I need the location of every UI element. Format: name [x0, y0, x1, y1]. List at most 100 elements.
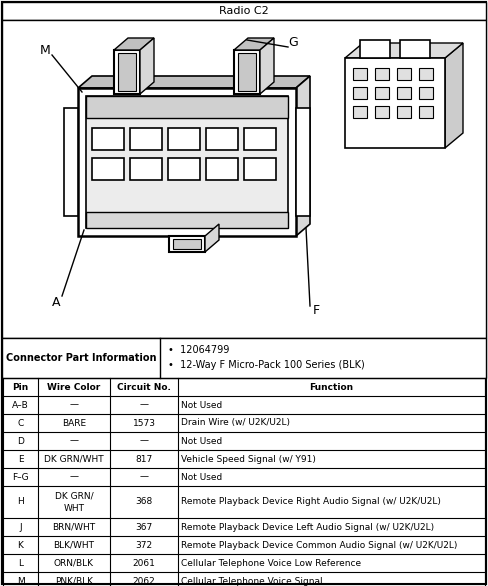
Bar [168, 158, 200, 180]
Text: J: J [19, 523, 22, 532]
Text: L: L [18, 558, 23, 567]
Text: Remote Playback Device Left Audio Signal (w/ U2K/U2L): Remote Playback Device Left Audio Signal… [181, 523, 434, 532]
Polygon shape [296, 76, 310, 236]
Text: 368: 368 [135, 498, 153, 506]
Polygon shape [345, 43, 463, 58]
Bar [2, 2, 486, 20]
Text: K: K [18, 540, 23, 550]
Text: ORN/BLK: ORN/BLK [54, 558, 94, 567]
Text: Circuit No.: Circuit No. [117, 383, 171, 391]
Bar [419, 68, 433, 80]
Text: Vehicle Speed Signal (w/ Y91): Vehicle Speed Signal (w/ Y91) [181, 455, 316, 464]
Bar [419, 87, 433, 99]
Bar [400, 40, 430, 58]
Text: M: M [17, 577, 24, 585]
Text: Function: Function [309, 383, 354, 391]
Bar [169, 236, 205, 252]
Text: G: G [288, 36, 298, 49]
Bar [64, 108, 78, 216]
Text: —: — [69, 400, 79, 410]
Bar [419, 106, 433, 118]
Text: 2062: 2062 [133, 577, 155, 585]
Text: 367: 367 [135, 523, 153, 532]
Text: H: H [17, 498, 24, 506]
Bar [173, 239, 201, 249]
Bar [2, 338, 486, 378]
Text: •  12064799: • 12064799 [168, 345, 229, 355]
Text: —: — [69, 472, 79, 482]
Bar [92, 128, 124, 150]
Bar [206, 128, 238, 150]
Text: C: C [18, 418, 23, 428]
Text: —: — [69, 437, 79, 445]
Text: WHT: WHT [63, 504, 84, 513]
Bar [353, 106, 367, 118]
Text: M: M [40, 43, 50, 56]
Bar [397, 87, 411, 99]
Text: Drain Wire (w/ U2K/U2L): Drain Wire (w/ U2K/U2L) [181, 418, 290, 428]
Bar [345, 58, 445, 148]
Bar [92, 158, 124, 180]
Text: Not Used: Not Used [181, 472, 222, 482]
Text: 372: 372 [136, 540, 153, 550]
Text: Connector Part Information: Connector Part Information [6, 353, 156, 363]
Bar [375, 87, 389, 99]
Text: —: — [140, 472, 148, 482]
Text: Cellular Telephone Voice Low Reference: Cellular Telephone Voice Low Reference [181, 558, 361, 567]
Bar [86, 96, 288, 118]
Bar [234, 50, 260, 94]
Bar [397, 106, 411, 118]
Text: E: E [18, 455, 23, 464]
Polygon shape [445, 43, 463, 148]
Text: F: F [312, 305, 320, 318]
Text: A–B: A–B [12, 400, 29, 410]
Text: 2061: 2061 [133, 558, 156, 567]
Bar [296, 108, 310, 216]
Polygon shape [234, 38, 274, 50]
Polygon shape [140, 38, 154, 94]
Text: Not Used: Not Used [181, 400, 222, 410]
Text: 1573: 1573 [133, 418, 156, 428]
Polygon shape [205, 224, 219, 252]
Polygon shape [114, 38, 154, 50]
Text: Pin: Pin [12, 383, 29, 391]
Text: DK GRN/: DK GRN/ [55, 491, 93, 500]
Text: BRN/WHT: BRN/WHT [52, 523, 96, 532]
Bar [353, 87, 367, 99]
Bar [375, 68, 389, 80]
Text: Wire Color: Wire Color [47, 383, 101, 391]
Text: Radio C2: Radio C2 [219, 6, 269, 16]
Text: DK GRN/WHT: DK GRN/WHT [44, 455, 104, 464]
Bar [238, 53, 256, 91]
Text: Remote Playback Device Common Audio Signal (w/ U2K/U2L): Remote Playback Device Common Audio Sign… [181, 540, 457, 550]
Bar [360, 40, 390, 58]
Text: Not Used: Not Used [181, 437, 222, 445]
Bar [244, 128, 276, 150]
Polygon shape [78, 76, 310, 88]
Bar [78, 88, 296, 236]
Text: D: D [17, 437, 24, 445]
Text: —: — [140, 437, 148, 445]
Text: •  12-Way F Micro-Pack 100 Series (BLK): • 12-Way F Micro-Pack 100 Series (BLK) [168, 360, 365, 370]
Bar [168, 128, 200, 150]
Bar [2, 20, 486, 338]
Text: BARE: BARE [62, 418, 86, 428]
Text: BLK/WHT: BLK/WHT [54, 540, 95, 550]
Bar [244, 158, 276, 180]
Bar [130, 128, 162, 150]
Polygon shape [260, 38, 274, 94]
Bar [130, 158, 162, 180]
Bar [114, 50, 140, 94]
Text: —: — [140, 400, 148, 410]
Text: Remote Playback Device Right Audio Signal (w/ U2K/U2L): Remote Playback Device Right Audio Signa… [181, 498, 441, 506]
Text: PNK/BLK: PNK/BLK [55, 577, 93, 585]
Text: A: A [52, 295, 60, 308]
Text: 817: 817 [135, 455, 153, 464]
Bar [206, 158, 238, 180]
Bar [86, 212, 288, 228]
Text: F–G: F–G [12, 472, 29, 482]
Text: Cellular Telephone Voice Signal: Cellular Telephone Voice Signal [181, 577, 323, 585]
Bar [118, 53, 136, 91]
Bar [375, 106, 389, 118]
Bar [397, 68, 411, 80]
